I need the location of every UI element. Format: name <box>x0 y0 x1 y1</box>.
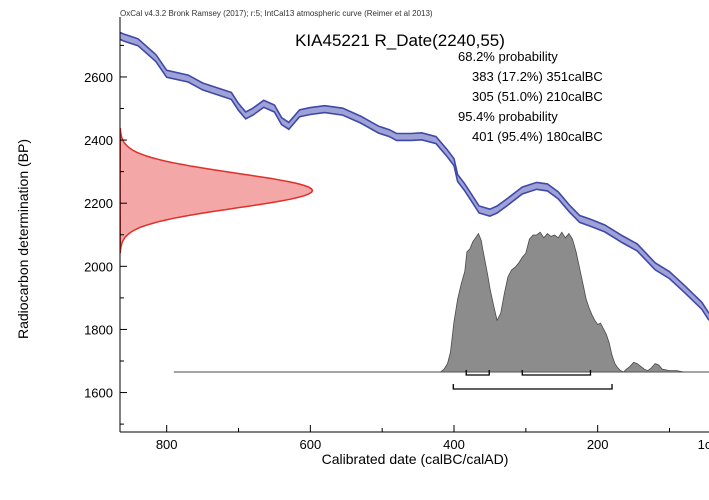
y-tick-label-2600: 2600 <box>84 70 113 85</box>
x-tick-label--800: 800 <box>156 437 178 452</box>
probability-95-header: 95.4% probability <box>458 109 558 124</box>
tick-layer: 800 600 400 200 1calBC/1calAD 1600 1800 2000 220… <box>84 44 709 452</box>
y-tick-label-2200: 2200 <box>84 196 113 211</box>
probability-95-range-1: 401 (95.4%) 180calBC <box>472 129 603 144</box>
calibration-curve-lower <box>120 38 709 321</box>
y-tick-label-2400: 2400 <box>84 133 113 148</box>
x-tick-label--600: 600 <box>299 437 321 452</box>
x-tick-label-0: 1calBC/1calAD <box>698 437 709 452</box>
calibration-curve-upper <box>120 31 709 314</box>
series-layer <box>120 31 709 390</box>
calibration-band <box>120 32 709 321</box>
posterior-distribution <box>439 231 699 373</box>
range-bracket-95-4-3 <box>452 384 613 390</box>
chart-title: KIA45221 R_Date(2240,55) <box>295 31 505 50</box>
probability-68-header: 68.2% probability <box>458 49 558 64</box>
radiocarbon-date-distribution <box>120 128 314 254</box>
probability-68-range-2: 305 (51.0%) 210calBC <box>472 89 603 104</box>
y-tick-label-2000: 2000 <box>84 259 113 274</box>
y-axis-label: Radiocarbon determination (BP) <box>15 139 31 339</box>
software-credit: OxCal v4.3.2 Bronk Ramsey (2017); r:5; I… <box>120 9 433 18</box>
x-tick-label--200: 200 <box>587 437 609 452</box>
probability-68-range-1: 383 (17.2%) 351calBC <box>472 69 603 84</box>
x-tick-label--400: 400 <box>443 437 465 452</box>
x-axis-label: Calibrated date (calBC/calAD) <box>322 451 509 467</box>
range-bracket-68-2-2 <box>521 370 592 376</box>
y-tick-label-1800: 1800 <box>84 322 113 337</box>
y-tick-label-1600: 1600 <box>84 386 113 401</box>
plot-area <box>120 31 709 373</box>
range-bracket-68-2-1 <box>465 370 490 376</box>
